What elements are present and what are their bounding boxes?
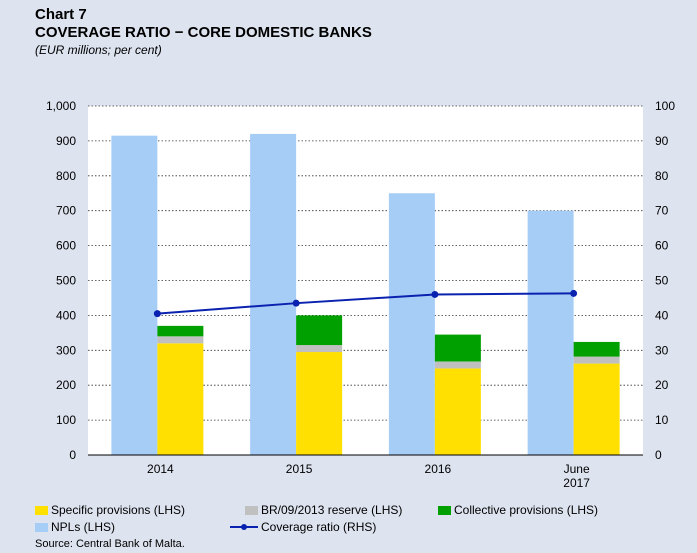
specific-provisions-bar	[573, 363, 620, 455]
y-left-tick-label: 700	[56, 204, 76, 218]
specific-provisions-bar	[434, 368, 481, 455]
legend-swatch-collective	[438, 505, 451, 515]
y-right-tick-label: 40	[655, 308, 669, 322]
y-right-tick-label: 80	[655, 169, 669, 183]
coverage-ratio-line	[157, 292, 574, 315]
x-tick-label: 2015	[286, 462, 313, 476]
chart-number: Chart 7	[35, 6, 87, 23]
legend-label-collective: Collective provisions (LHS)	[454, 503, 599, 517]
y-left-tick-label: 900	[56, 134, 76, 148]
reserve-bar	[157, 336, 204, 344]
coverage-ratio-point	[292, 299, 300, 307]
legend-coverage-ratio: Coverage ratio (RHS)	[230, 520, 376, 534]
npl-bar	[527, 210, 574, 455]
legend-swatch-npls	[35, 522, 48, 532]
y-right-tick-label: 30	[655, 343, 669, 357]
legend-label-reserve: BR/09/2013 reserve (LHS)	[261, 503, 403, 517]
coverage-ratio-point	[431, 290, 439, 298]
x-tick-label: 2016	[425, 462, 452, 476]
collective-provisions-bar	[157, 325, 204, 337]
legend-specific-provisions: Specific provisions (LHS)	[35, 503, 185, 517]
legend-label-specific: Specific provisions (LHS)	[51, 503, 186, 517]
y-right-tick-label: 20	[655, 378, 669, 392]
legend-label-coverage: Coverage ratio (RHS)	[261, 520, 377, 534]
reserve-bar	[434, 361, 481, 369]
specific-provisions-bar	[157, 343, 204, 455]
y-left-tick-label: 0	[69, 448, 76, 462]
source-note: Source: Central Bank of Malta.	[35, 538, 185, 550]
coverage-ratio-point	[570, 289, 578, 297]
y-left-tick-label: 500	[56, 274, 76, 288]
reserve-bar	[573, 356, 620, 364]
x-tick-label: June	[564, 462, 590, 476]
legend-collective-provisions: Collective provisions (LHS)	[438, 503, 598, 517]
legend-swatch-reserve	[245, 505, 258, 515]
y-left-tick-label: 600	[56, 239, 76, 253]
specific-provisions-bar	[296, 352, 343, 455]
y-left-tick-label: 200	[56, 378, 76, 392]
legend-label-npls: NPLs (LHS)	[51, 520, 116, 534]
y-right-tick-label: 10	[655, 413, 669, 427]
y-left-tick-label: 800	[56, 169, 76, 183]
collective-provisions-bar	[296, 315, 343, 346]
y-right-tick-label: 70	[655, 204, 669, 218]
legend-swatch-coverage	[230, 522, 258, 532]
chart-title: COVERAGE RATIO − CORE DOMESTIC BANKS	[35, 24, 372, 41]
y-right-tick-label: 0	[655, 448, 662, 462]
y-left-tick-label: 400	[56, 308, 76, 322]
coverage-ratio-point	[153, 310, 161, 318]
collective-provisions-bar	[573, 341, 620, 357]
npl-bar	[111, 135, 158, 456]
npl-bar	[250, 133, 297, 456]
reserve-bar	[296, 345, 343, 353]
y-right-tick-label: 90	[655, 134, 669, 148]
legend-npls: NPLs (LHS)	[35, 520, 115, 534]
npl-bar	[388, 193, 435, 455]
chart-subtitle: (EUR millions; per cent)	[35, 43, 162, 57]
x-tick-label: 2017	[563, 476, 590, 490]
y-right-tick-label: 50	[655, 274, 669, 288]
y-right-tick-label: 100	[655, 99, 675, 113]
legend-swatch-specific	[35, 505, 48, 515]
y-left-tick-label: 100	[56, 413, 76, 427]
collective-provisions-bar	[434, 334, 481, 362]
y-left-tick-label: 300	[56, 343, 76, 357]
y-right-tick-label: 60	[655, 239, 669, 253]
x-tick-label: 2014	[147, 462, 174, 476]
y-left-tick-label: 1,000	[46, 99, 76, 113]
legend-br-reserve: BR/09/2013 reserve (LHS)	[245, 503, 402, 517]
